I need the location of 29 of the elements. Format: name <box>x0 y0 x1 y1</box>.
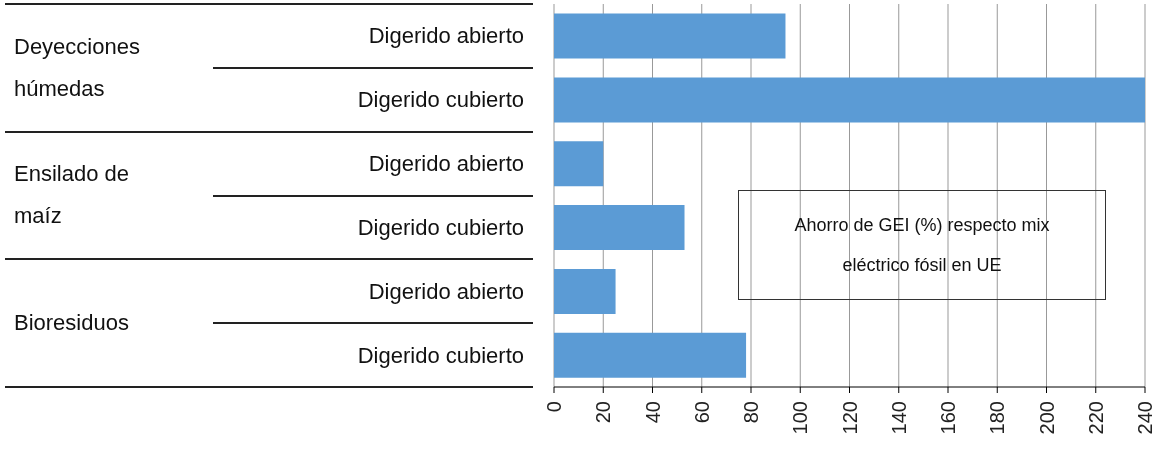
x-tick-label: 20 <box>592 401 615 424</box>
bar <box>554 77 1145 123</box>
y-tick-label: Digerido abierto <box>368 151 524 177</box>
x-tick-label: 120 <box>838 401 861 435</box>
x-tick-label: 180 <box>986 401 1009 435</box>
text: Bioresiduos <box>14 309 129 338</box>
x-tick-label: 40 <box>641 401 664 424</box>
x-tick-label: 100 <box>789 401 812 435</box>
x-tick-label: 200 <box>1035 401 1058 435</box>
x-axis-title: Ahorro de GEI (%) respecto mix eléctrico fósil en UE <box>794 215 1050 275</box>
bar <box>554 13 786 59</box>
y-tick-label: Digerido abierto <box>368 23 524 49</box>
text: Ensilado de maíz <box>14 160 130 231</box>
bar <box>554 205 685 251</box>
x-tick-label: 160 <box>937 401 959 435</box>
x-tick-label: 140 <box>887 401 910 435</box>
y-tick-label: Digerido cubierto <box>357 214 524 240</box>
y-tick-label: Digerido abierto <box>368 278 524 304</box>
bar <box>554 332 747 378</box>
text: Deyecciones húmedas <box>14 32 141 103</box>
y-tick-label: Digerido cubierto <box>357 87 524 113</box>
bar <box>554 141 604 187</box>
x-tick-label: 220 <box>1084 401 1107 435</box>
x-tick-label: 60 <box>690 401 713 424</box>
y-tick-label: Digerido cubierto <box>357 342 524 368</box>
x-tick-label: 80 <box>740 401 762 424</box>
x-tick-label: 240 <box>1134 401 1153 435</box>
x-tick-label: 0 <box>543 401 565 413</box>
bar <box>554 268 616 314</box>
